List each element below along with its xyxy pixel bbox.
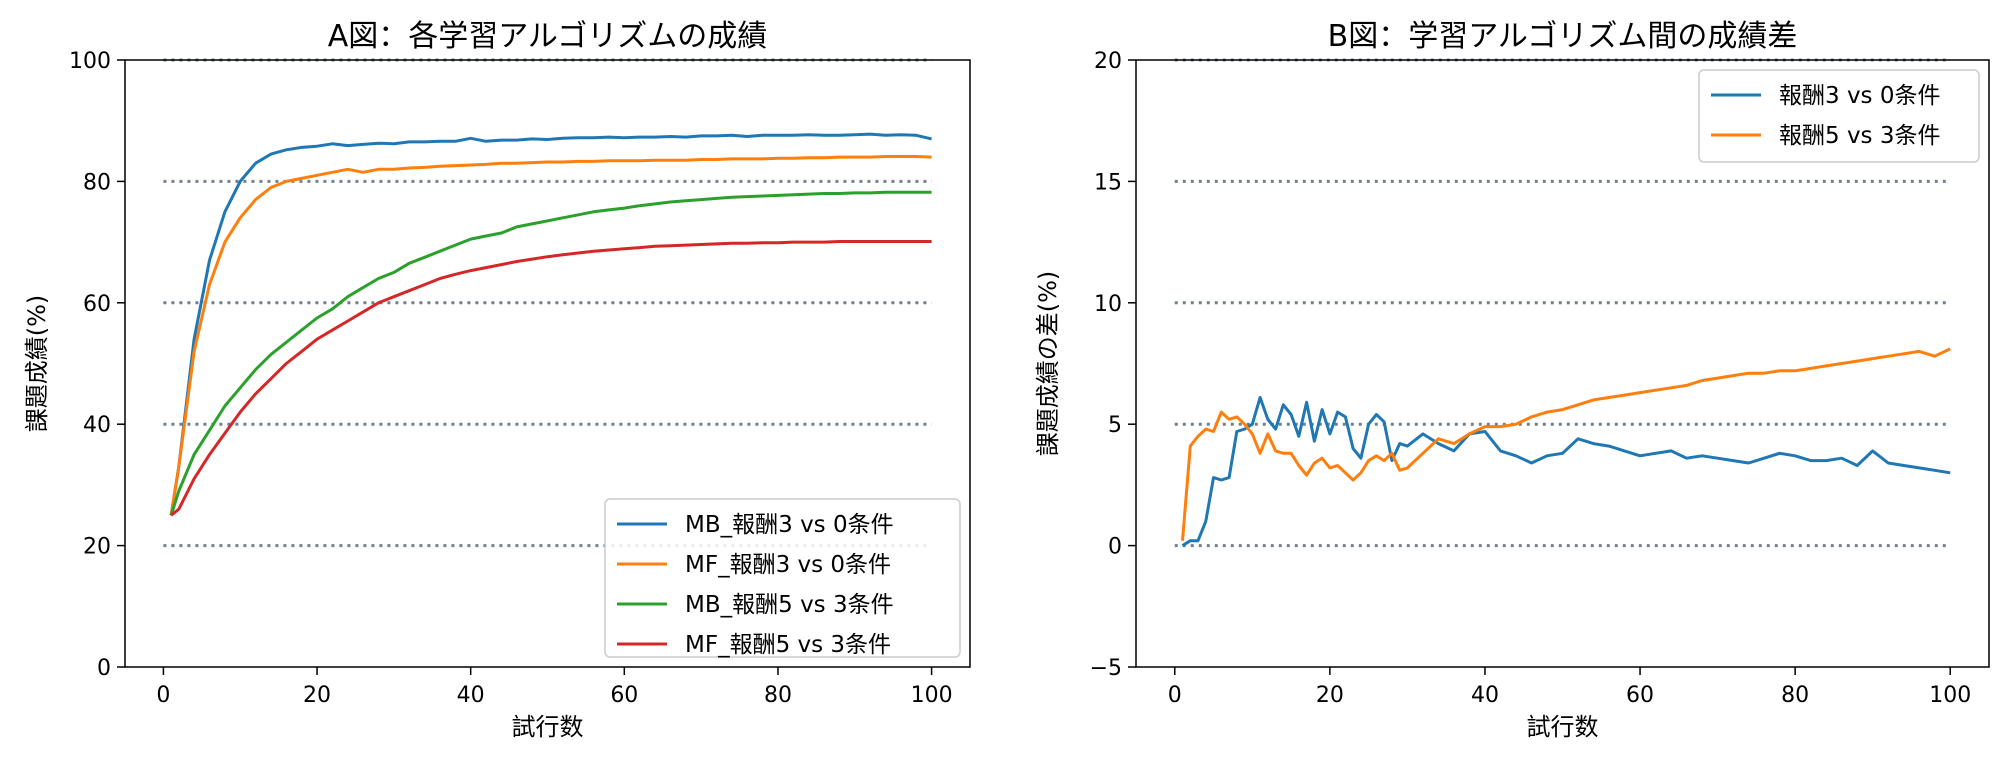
legend-entry: MB_報酬3 vs 0条件 [685,512,894,538]
x-axis-label: 試行数 [1527,713,1599,741]
x-tick-label: 100 [911,683,953,708]
series-line-1 [169,132,932,516]
series-line-4 [170,240,932,517]
x-tick-label: 40 [1471,683,1499,708]
axes-frame [1135,59,1990,668]
series-line-3 [169,190,932,516]
legend: MB_報酬3 vs 0条件 MF_報酬3 vs 0条件 MB_報酬5 vs 3条件 M… [604,498,961,658]
y-tick-label: 20 [1094,49,1122,74]
legend-entry: MF_報酬3 vs 0条件 [685,552,891,578]
x-tick-label: 60 [610,683,638,708]
chart-panel-a: 0 20 40 60 80 100 0 20 40 60 80 100 A図：各学習アルゴリズムの成績試… [23,19,971,741]
y-tick-label: 10 [1094,292,1122,317]
y-tick-label: 40 [83,413,111,438]
y-tick-label: 60 [83,292,111,317]
y-axis-label: 課題成績(%) [23,295,51,433]
y-tick-label: 20 [83,535,111,560]
x-tick-label: 100 [1929,683,1971,708]
x-tick-label: 0 [1168,683,1182,708]
x-tick-label: 20 [303,683,331,708]
series-line-2 [1181,347,1951,541]
y-tick-label: 0 [1108,535,1122,560]
x-tick-label: 80 [1781,683,1809,708]
y-tick-label: 100 [69,49,111,74]
y-tick-label: 0 [97,656,111,681]
legend-entry: 報酬3 vs 0条件 [1779,83,1940,109]
series-line-1 [1181,396,1951,547]
series-line-2 [169,155,932,516]
x-tick-label: 80 [764,683,792,708]
x-tick-label: 20 [1316,683,1344,708]
legend-box [1698,69,1980,163]
y-axis-label: 課題成績の差(%) [1034,271,1062,457]
y-tick-label: 80 [83,170,111,195]
y-tick-label: −5 [1090,656,1122,681]
chart-title: A図：各学習アルゴリズムの成績 [328,19,768,54]
chart-title: B図：学習アルゴリズム間の成績差 [1328,19,1798,54]
y-tick-label: 5 [1108,413,1122,438]
legend-entry: 報酬5 vs 3条件 [1779,123,1940,149]
legend-box [604,498,961,658]
y-tick-label: 15 [1094,170,1122,195]
x-tick-label: 60 [1626,683,1654,708]
x-tick-label: 40 [457,683,485,708]
axes-frame [124,59,971,668]
x-tick-label: 0 [156,683,170,708]
x-axis-label: 試行数 [512,713,584,741]
legend-entry: MF_報酬5 vs 3条件 [685,632,891,658]
legend-entry: MB_報酬5 vs 3条件 [685,592,894,618]
chart-panel-b: 0 20 40 60 80 100 −5 0 5 10 15 20 B図：学習アルゴリズム間の成績差試行… [1034,19,1990,741]
